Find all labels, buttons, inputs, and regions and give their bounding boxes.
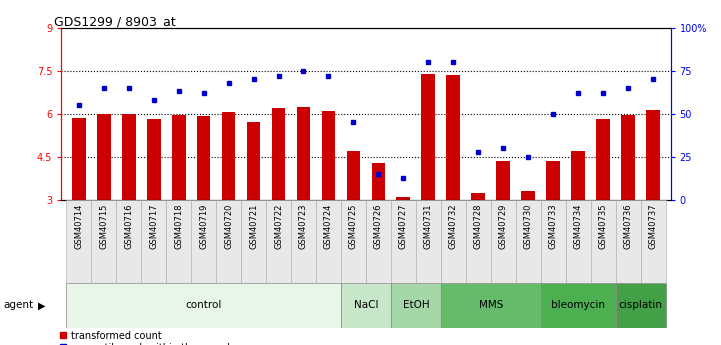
Bar: [222, 112, 236, 200]
Bar: [366, 200, 391, 283]
Bar: [116, 200, 141, 283]
Bar: [66, 283, 341, 328]
Bar: [640, 200, 665, 283]
Bar: [391, 283, 441, 328]
Text: GSM40722: GSM40722: [274, 204, 283, 249]
Bar: [272, 108, 286, 200]
Bar: [341, 200, 366, 283]
Bar: [616, 283, 665, 328]
Text: GSM40737: GSM40737: [649, 204, 658, 249]
Text: GSM40735: GSM40735: [598, 204, 608, 249]
Bar: [466, 200, 491, 283]
Bar: [291, 200, 316, 283]
Legend: transformed count, percentile rank within the sample: transformed count, percentile rank withi…: [59, 331, 236, 345]
Text: agent: agent: [4, 300, 34, 310]
Bar: [566, 200, 590, 283]
Text: GSM40725: GSM40725: [349, 204, 358, 249]
Bar: [596, 119, 610, 200]
Bar: [646, 110, 660, 200]
Text: GSM40728: GSM40728: [474, 204, 483, 249]
Bar: [341, 283, 391, 328]
Bar: [172, 115, 185, 200]
Bar: [266, 200, 291, 283]
Text: GSM40727: GSM40727: [399, 204, 408, 249]
Bar: [316, 200, 341, 283]
Bar: [72, 118, 86, 200]
Text: GSM40731: GSM40731: [424, 204, 433, 249]
Text: GSM40736: GSM40736: [624, 204, 632, 249]
Bar: [441, 283, 541, 328]
Bar: [241, 200, 266, 283]
Text: GSM40716: GSM40716: [124, 204, 133, 249]
Bar: [547, 161, 560, 200]
Bar: [166, 200, 191, 283]
Bar: [66, 200, 92, 283]
Text: bleomycin: bleomycin: [551, 300, 605, 310]
Text: GSM40734: GSM40734: [574, 204, 583, 249]
Bar: [191, 200, 216, 283]
Bar: [541, 283, 616, 328]
Bar: [397, 197, 410, 200]
Text: GSM40729: GSM40729: [499, 204, 508, 249]
Text: GSM40726: GSM40726: [374, 204, 383, 249]
Text: EtOH: EtOH: [402, 300, 429, 310]
Bar: [322, 111, 335, 200]
Text: GSM40723: GSM40723: [299, 204, 308, 249]
Text: GSM40730: GSM40730: [523, 204, 533, 249]
Text: GSM40733: GSM40733: [549, 204, 557, 249]
Bar: [97, 114, 110, 200]
Bar: [516, 200, 541, 283]
Text: GSM40714: GSM40714: [74, 204, 83, 249]
Bar: [141, 200, 166, 283]
Bar: [216, 200, 241, 283]
Text: GSM40732: GSM40732: [448, 204, 458, 249]
Bar: [92, 200, 116, 283]
Bar: [391, 200, 416, 283]
Bar: [197, 116, 211, 200]
Bar: [371, 163, 385, 200]
Bar: [422, 73, 435, 200]
Bar: [296, 107, 310, 200]
Text: cisplatin: cisplatin: [619, 300, 663, 310]
Text: GSM40721: GSM40721: [249, 204, 258, 249]
Bar: [622, 115, 635, 200]
Bar: [247, 122, 260, 200]
Bar: [521, 191, 535, 200]
Bar: [541, 200, 566, 283]
Bar: [416, 200, 441, 283]
Text: NaCl: NaCl: [354, 300, 378, 310]
Bar: [491, 200, 516, 283]
Bar: [441, 200, 466, 283]
Text: control: control: [185, 300, 222, 310]
Bar: [472, 193, 485, 200]
Bar: [616, 200, 640, 283]
Bar: [147, 119, 161, 200]
Bar: [347, 151, 360, 200]
Bar: [590, 200, 616, 283]
Text: GDS1299 / 8903_at: GDS1299 / 8903_at: [54, 16, 176, 29]
Text: GSM40724: GSM40724: [324, 204, 333, 249]
Bar: [122, 114, 136, 200]
Text: GSM40718: GSM40718: [174, 204, 183, 249]
Bar: [496, 161, 510, 200]
Text: GSM40715: GSM40715: [99, 204, 108, 249]
Bar: [571, 151, 585, 200]
Text: ▶: ▶: [37, 300, 45, 310]
Text: MMS: MMS: [479, 300, 503, 310]
Text: GSM40717: GSM40717: [149, 204, 158, 249]
Text: GSM40719: GSM40719: [199, 204, 208, 249]
Bar: [446, 75, 460, 200]
Text: GSM40720: GSM40720: [224, 204, 233, 249]
